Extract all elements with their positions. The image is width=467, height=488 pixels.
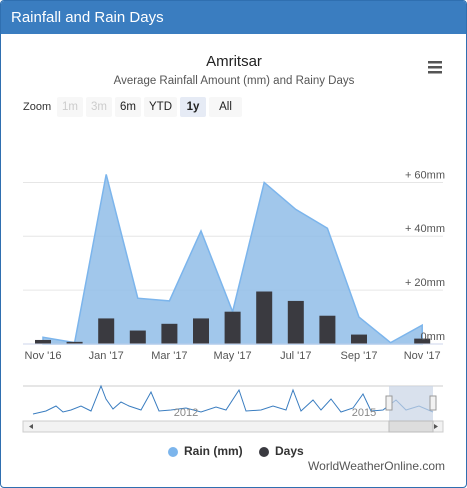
navigator: 2012 2015 [22,384,444,433]
panel-header: Rainfall and Rain Days [1,1,466,34]
legend-label[interactable]: Days [275,444,304,458]
plot: 0mm + 20mm + 40mm + 60mm Nov '16 Jan '17 Mar '… [23,169,445,362]
x-tick-label: Jan '17 [89,350,124,362]
zoom-button-label: 6m [120,101,136,113]
x-tick-label: Jul '17 [280,350,311,362]
y-tick-label: 0mm [421,331,445,343]
zoom-buttons: 1m 3m 6m YTD 1y All [57,97,242,117]
scroll-left[interactable] [29,424,33,429]
x-tick-label: Nov '17 [404,350,441,362]
scrollbar-thumb[interactable] [388,420,434,433]
zoom-button[interactable] [57,97,83,117]
menu-bar [428,61,442,64]
menu-button[interactable] [428,61,442,74]
zoom-button[interactable] [180,97,206,117]
credits: WorldWeatherOnline.com [308,459,445,473]
days-column [256,291,273,344]
days-column [414,338,431,344]
navigator-selection[interactable] [389,386,433,421]
y-tick-label: + 60mm [405,169,445,181]
scroll-right[interactable] [434,424,438,429]
days-column [129,330,146,344]
zoom-button-label: 1y [187,101,200,113]
x-tick-label: Mar '17 [151,350,187,362]
y-tick-label: + 40mm [405,223,445,235]
legend-symbol[interactable] [259,447,269,457]
legend-symbol[interactable] [168,447,178,457]
legend-label[interactable]: Rain (mm) [184,444,243,458]
zoom-label: Zoom [23,101,51,113]
zoom-button[interactable] [86,97,112,117]
navigator-label: 2012 [174,407,198,419]
menu-bar [428,66,442,69]
navigator-handle[interactable] [429,395,437,411]
chart-subtitle: Average Rainfall Amount (mm) and Rainy D… [114,75,355,87]
zoom-button[interactable] [209,97,242,117]
zoom-button-label: 1m [62,101,78,113]
days-column [193,318,209,344]
chart-title: Amritsar [206,53,262,70]
days-column [351,334,367,344]
zoom-button-label: 3m [91,101,107,113]
x-tick-label: May '17 [214,350,252,362]
zoom-button-label: All [219,101,232,113]
navigator-label: 2015 [352,407,376,419]
x-tick-label: Sep '17 [341,350,378,362]
legend: Rain (mm) Days [168,444,304,458]
rain-area [42,174,423,345]
days-column [161,323,178,344]
navigator-line [32,384,434,415]
menu-bar [428,71,442,74]
days-column [224,311,241,344]
days-column [287,300,304,344]
days-column [66,341,83,344]
days-column [319,315,336,344]
zoom-button-label: YTD [149,101,172,113]
zoom-button[interactable] [144,97,177,117]
x-tick-label: Nov '16 [25,350,62,362]
days-column [98,318,115,344]
chart: Amritsar Average Rainfall Amount (mm) an… [22,53,445,473]
navigator-handle[interactable] [385,395,393,411]
y-tick-label: + 20mm [405,277,445,289]
zoom-button[interactable] [115,97,141,117]
scrollbar-track[interactable] [22,420,444,433]
days-column [35,339,51,344]
